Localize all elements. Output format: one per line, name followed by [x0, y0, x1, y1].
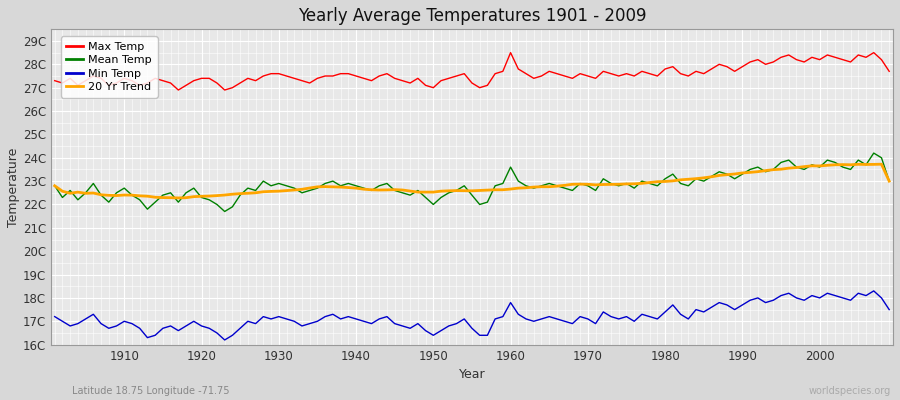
Text: worldspecies.org: worldspecies.org: [809, 386, 891, 396]
Y-axis label: Temperature: Temperature: [7, 147, 20, 227]
Text: Latitude 18.75 Longitude -71.75: Latitude 18.75 Longitude -71.75: [72, 386, 230, 396]
Title: Yearly Average Temperatures 1901 - 2009: Yearly Average Temperatures 1901 - 2009: [298, 7, 646, 25]
Legend: Max Temp, Mean Temp, Min Temp, 20 Yr Trend: Max Temp, Mean Temp, Min Temp, 20 Yr Tre…: [60, 36, 158, 98]
X-axis label: Year: Year: [459, 368, 485, 381]
